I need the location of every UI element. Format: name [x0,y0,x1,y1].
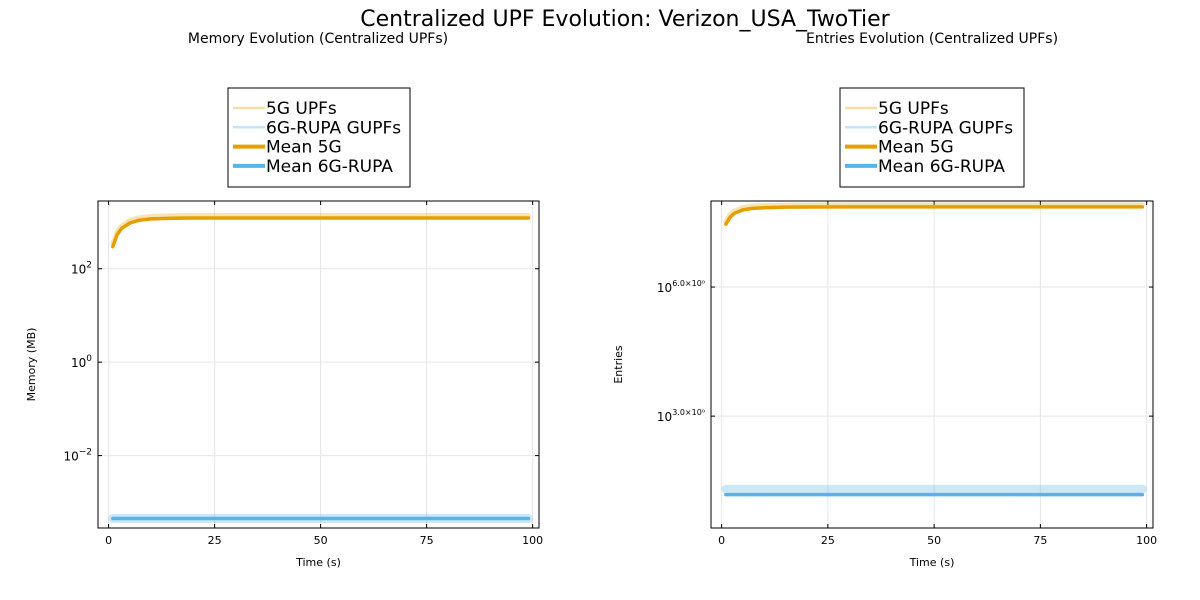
legend-label: 6G-RUPA GUPFs [266,118,401,138]
legend-box [227,87,411,188]
y-axis-label: Memory (MB) [25,328,38,402]
y-tick-label: 10−2 [63,448,92,464]
x-tick-label: 0 [718,534,725,547]
y-tick-label: 106.0×10⁰ [657,279,705,295]
legend-label: 5G UPFs [878,99,949,119]
legend-label: Mean 5G [878,138,954,158]
series-group [108,213,533,523]
series-group [721,202,1147,497]
legend-label: Mean 5G [266,138,342,158]
x-tick-label: 100 [522,534,543,547]
x-tick-label: 25 [208,534,222,547]
plot-frame [97,200,540,529]
chart-title: Memory Evolution (Centralized UPFs) [188,31,448,47]
memory-chart-panel: Memory Evolution (Centralized UPFs) 0 25 50… [25,31,543,569]
x-tick-label: 50 [927,534,941,547]
x-tick-label: 25 [821,534,835,547]
y-tick-label: 102 [71,261,92,277]
x-tick-label: 50 [314,534,328,547]
x-axis-label: Time (s) [295,556,341,569]
series-line-mean-5g [111,216,531,249]
grid [98,201,539,528]
y-axis-label: Entries [612,345,625,384]
legend-label: Mean 6G-RUPA [878,157,1005,177]
legend-label: 5G UPFs [266,99,337,119]
legend-box [839,87,1025,188]
series-line-mean-5g [724,205,1145,226]
x-axis-label: Time (s) [909,556,955,569]
grid [711,201,1153,528]
legend-label: 6G-RUPA GUPFs [878,118,1013,138]
entries-chart-panel: Entries Evolution (Centralized UPFs) 0 25 5… [612,31,1157,569]
x-tick-label: 100 [1136,534,1157,547]
legend-label: Mean 6G-RUPA [266,157,393,177]
y-tick-label: 103.0×10⁰ [657,408,705,424]
figure-title: Centralized UPF Evolution: Verizon_USA_T… [360,7,890,32]
plot-frame [710,200,1154,529]
x-tick-label: 75 [1033,534,1047,547]
x-tick-label: 0 [105,534,112,547]
y-tick-label: 100 [71,354,92,370]
chart-title: Entries Evolution (Centralized UPFs) [806,31,1058,47]
x-tick-label: 75 [420,534,434,547]
